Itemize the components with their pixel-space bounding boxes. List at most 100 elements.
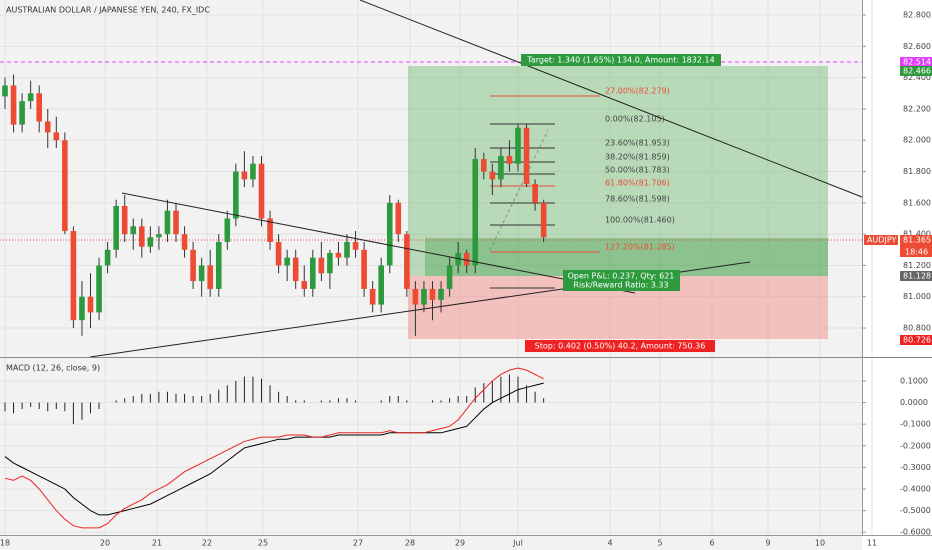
candle-body <box>121 205 128 235</box>
candle-body <box>224 218 231 242</box>
stop-price: 80.726 <box>903 336 931 345</box>
fib-label: 23.60%(81.953) <box>605 139 670 148</box>
fib-label: 61.80%(81.706) <box>605 179 670 188</box>
open-profit-zone <box>425 238 828 276</box>
macd-tick-label: -0.5000 <box>900 506 931 515</box>
macd-tick-label: -0.1000 <box>900 420 931 429</box>
candle-body <box>446 265 453 289</box>
candle-body <box>455 252 461 266</box>
candle-body <box>44 121 51 133</box>
last-price: 81.365 <box>903 236 931 245</box>
y-tick-label: 82.800 <box>903 11 931 20</box>
candle-body <box>36 93 42 122</box>
price-tags: 82.514 82.466 AUDJPY 81.365 18:46 81.128… <box>864 57 932 345</box>
candle-body <box>250 163 256 180</box>
macd-tick-label: 0.0000 <box>900 398 928 407</box>
candle-body <box>10 85 17 125</box>
candle-body <box>540 202 547 238</box>
candle-body <box>344 241 350 258</box>
x-tick-label: 6 <box>709 539 714 548</box>
fib-label: 38.20%(81.859) <box>605 153 670 162</box>
candle-body <box>96 265 102 313</box>
target-tag <box>900 66 932 76</box>
candle-body <box>181 234 188 250</box>
trendline <box>359 0 863 198</box>
fib-label: 0.00%(82.105) <box>605 115 665 124</box>
candle-body <box>463 252 470 266</box>
candle-body <box>207 265 213 289</box>
symbol-title: AUSTRALIAN DOLLAR / JAPANESE YEN, 240, F… <box>6 6 210 15</box>
grid <box>0 0 873 535</box>
macd-tick-label: -0.6000 <box>900 528 931 537</box>
candle-body <box>532 184 538 203</box>
candle-body <box>292 257 299 282</box>
candle-body <box>412 288 419 305</box>
candle-body <box>369 288 376 305</box>
alert-price: 82.514 <box>903 58 931 67</box>
y-tick-label: 81.000 <box>903 292 931 301</box>
x-tick-label: 22 <box>202 539 212 548</box>
candle-body <box>139 226 145 247</box>
candle-body <box>190 249 196 282</box>
candle-body <box>147 237 154 247</box>
candle-body <box>523 127 530 185</box>
y-tick-label: 81.600 <box>903 198 931 207</box>
last-price-tag <box>900 235 932 257</box>
macd-tick-label: -0.2000 <box>900 441 931 450</box>
candle-body <box>301 281 308 289</box>
axis-labels: 82.800 82.600 82.400 82.200 82.000 81.800 81.6… <box>0 11 931 548</box>
candle-body <box>233 171 239 219</box>
x-tick-label: 29 <box>455 539 465 548</box>
candle-body <box>335 252 342 258</box>
x-tick-label: 5 <box>657 539 662 548</box>
candle-body <box>472 159 479 266</box>
candle-body <box>2 85 8 97</box>
candle-body <box>130 226 137 235</box>
target-box <box>521 54 721 66</box>
x-tick-label: Jul <box>512 539 523 548</box>
candle-body <box>258 163 265 219</box>
candle-body <box>378 265 384 305</box>
x-tick-label: 4 <box>607 539 612 548</box>
candle-body <box>395 202 402 235</box>
position-labels: Target: 1.340 (1.65%) 134.0, Amount: 183… <box>521 54 721 352</box>
candle-body <box>53 132 60 141</box>
x-tick-label: 18 <box>0 539 10 548</box>
candle-body <box>429 288 436 300</box>
entry-price: 81.128 <box>903 272 931 281</box>
candle-body <box>498 155 504 180</box>
candle-body <box>164 210 171 235</box>
candle-body <box>361 249 367 289</box>
candle-body <box>284 257 290 266</box>
candle-body <box>267 218 273 242</box>
fib-label: 100.00%(81.460) <box>605 216 675 225</box>
signal-line <box>4 367 544 529</box>
candle-body <box>310 257 316 289</box>
fib-label: 50.00%(81.783) <box>605 166 670 175</box>
stop-tag <box>900 335 932 345</box>
candle-body <box>506 155 513 164</box>
candle-body <box>318 257 325 274</box>
candle-body <box>515 127 521 164</box>
candle-body <box>198 265 205 282</box>
fibonacci-labels: 27.00%(82.279) 0.00%(82.105) 23.60%(81.9… <box>605 87 675 252</box>
candle-body <box>489 171 496 180</box>
x-tick-label: 20 <box>100 539 110 548</box>
x-tick-label: 27 <box>353 539 363 548</box>
candles <box>2 74 547 336</box>
y-tick-label: 82.000 <box>903 136 931 145</box>
candle-body <box>327 252 333 274</box>
x-tick-label: 21 <box>152 539 162 548</box>
candle-body <box>70 231 77 321</box>
y-tick-label: 82.200 <box>903 104 931 113</box>
target-label: Target: 1.340 (1.65%) 134.0, Amount: 183… <box>526 56 714 65</box>
symbol-tag <box>864 235 898 245</box>
x-tick-label: 10 <box>815 539 825 548</box>
macd-tick-label: -0.3000 <box>900 463 931 472</box>
target-price: 82.466 <box>903 67 931 76</box>
candle-body <box>87 296 94 313</box>
candle-body <box>104 249 111 266</box>
macd-title: MACD (12, 26, close, 9) <box>6 364 100 373</box>
